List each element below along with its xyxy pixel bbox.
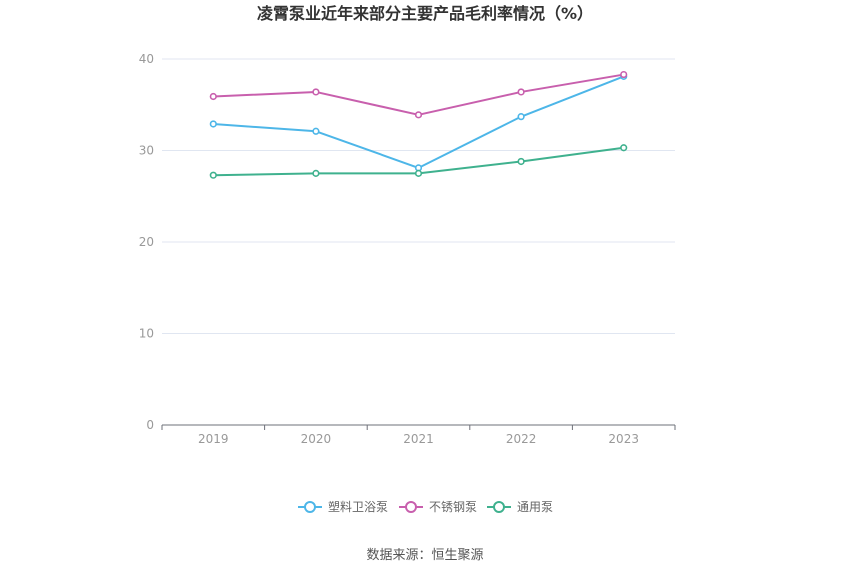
data-point[interactable]	[312, 169, 320, 177]
series-line	[213, 73, 624, 116]
legend-marker-icon	[405, 501, 417, 513]
data-point[interactable]	[620, 144, 628, 152]
chart-title: 凌霄泵业近年来部分主要产品毛利率情况（%）	[257, 4, 593, 23]
y-tick-label: 20	[139, 235, 154, 249]
data-point[interactable]	[312, 127, 320, 135]
x-tick-label: 2019	[198, 432, 229, 446]
legend-marker-icon	[493, 501, 505, 513]
legend-marker-icon	[304, 501, 316, 513]
legend-item[interactable]: 塑料卫浴泵	[298, 499, 388, 514]
legend-label: 塑料卫浴泵	[328, 499, 388, 514]
data-point[interactable]	[209, 120, 217, 128]
data-point[interactable]	[209, 171, 217, 179]
legend-item[interactable]: 通用泵	[487, 500, 553, 514]
data-point[interactable]	[209, 92, 217, 101]
data-point[interactable]	[414, 169, 423, 177]
data-source: 数据来源：恒生聚源	[366, 548, 483, 563]
series-line	[213, 75, 625, 169]
x-tick-label: 2023	[608, 432, 639, 446]
legend-label: 不锈钢泵	[429, 500, 477, 514]
data-point[interactable]	[414, 111, 423, 119]
x-tick-label: 2020	[301, 432, 332, 446]
data-point[interactable]	[517, 88, 525, 96]
y-axis: 0 10 20 30 40	[139, 52, 154, 432]
y-tick-label: 30	[139, 144, 154, 158]
y-tick-label: 0	[146, 418, 154, 432]
series-group	[209, 70, 628, 179]
y-tick-label: 40	[139, 52, 154, 66]
legend-item[interactable]: 不锈钢泵	[399, 500, 477, 514]
data-point[interactable]	[517, 113, 525, 121]
legend-label: 通用泵	[517, 500, 553, 514]
y-tick-label: 10	[139, 327, 154, 341]
grid-lines	[162, 58, 675, 334]
x-axis: 2019 2020 2021 2022 2023	[161, 424, 676, 446]
data-point[interactable]	[620, 70, 628, 79]
x-tick-label: 2022	[506, 432, 537, 446]
x-tick-label: 2021	[403, 432, 434, 446]
legend[interactable]: 塑料卫浴泵 不锈钢泵 通用泵	[298, 499, 553, 514]
data-point[interactable]	[517, 157, 525, 166]
data-point[interactable]	[312, 88, 320, 96]
